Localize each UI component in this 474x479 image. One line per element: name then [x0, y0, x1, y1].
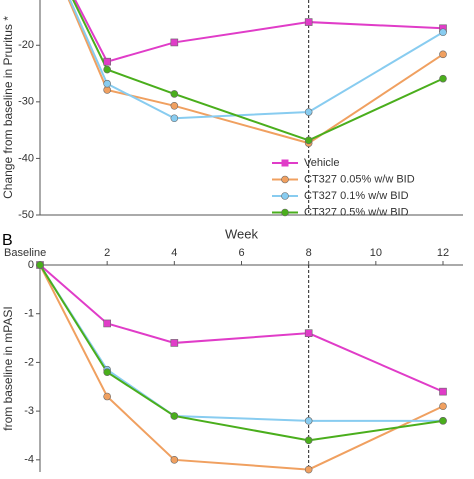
marker: [170, 102, 179, 110]
marker: [170, 38, 179, 47]
marker: [103, 57, 111, 66]
series-line: [68, 0, 444, 120]
y-tick-label: -50: [18, 209, 34, 221]
x-tick-label: 10: [370, 247, 382, 259]
y-tick-label: -40: [18, 152, 34, 164]
marker: [304, 329, 313, 337]
y-tick-label: -20: [18, 39, 34, 51]
y-tick-label: 0: [28, 259, 34, 271]
marker: [439, 387, 447, 396]
marker: [170, 114, 179, 123]
marker: [170, 339, 179, 347]
legend-label: CT327 0.5% w/w BID: [304, 206, 409, 218]
marker: [170, 90, 179, 98]
y-axis-label: from baseline in mPASI: [1, 306, 15, 431]
legend-label: Vehicle: [304, 157, 339, 169]
marker: [439, 50, 447, 59]
marker: [36, 261, 44, 269]
series-line: [39, 264, 443, 422]
marker: [103, 319, 111, 328]
x-tick-label: Baseline: [4, 247, 46, 259]
marker: [439, 402, 447, 411]
y-axis-label: Change from baseline in Pruritus *: [1, 16, 15, 199]
marker: [304, 436, 313, 445]
marker: [304, 417, 313, 425]
plot-area: [36, 261, 447, 474]
marker: [170, 412, 179, 420]
marker: [439, 28, 447, 37]
plot-area: [67, 0, 447, 147]
x-tick-label: 4: [171, 247, 177, 259]
legend-marker: [281, 175, 289, 184]
legend-label: CT327 0.1% w/w BID: [304, 190, 409, 202]
marker: [103, 392, 111, 401]
marker: [103, 79, 111, 88]
legend-marker: [281, 159, 289, 167]
y-tick-label: -30: [18, 96, 34, 108]
legend-label: CT327 0.05% w/w BID: [304, 173, 415, 185]
marker: [304, 108, 313, 116]
series-line: [39, 264, 444, 393]
y-tick-label: -3: [24, 405, 34, 417]
legend-marker: [281, 192, 289, 200]
legend-marker: [281, 208, 289, 217]
y-tick-label: -4: [24, 454, 34, 466]
marker: [103, 368, 111, 376]
marker: [304, 18, 313, 26]
y-tick-label: -1: [24, 308, 34, 320]
marker: [304, 465, 313, 474]
marker: [304, 136, 313, 145]
series-line: [67, 0, 444, 145]
panel-label: B: [2, 232, 13, 249]
x-tick-label: 2: [104, 247, 110, 259]
x-tick-label: 6: [238, 247, 244, 259]
marker: [439, 74, 447, 83]
x-tick-label: 8: [306, 247, 312, 259]
series-line: [39, 264, 444, 471]
marker: [439, 417, 447, 425]
x-axis-label: Week: [225, 226, 258, 241]
marker: [170, 456, 179, 464]
y-tick-label: -2: [24, 356, 34, 368]
marker: [103, 65, 111, 74]
series-line: [39, 264, 444, 442]
series-line: [74, 0, 444, 63]
x-tick-label: 12: [437, 247, 449, 259]
